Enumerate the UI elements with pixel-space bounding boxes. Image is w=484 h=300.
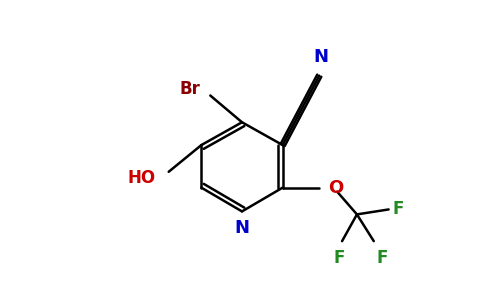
Text: O: O [328, 178, 344, 196]
Text: HO: HO [128, 169, 156, 187]
Text: F: F [377, 249, 388, 267]
Text: F: F [333, 249, 345, 267]
Text: F: F [393, 200, 404, 218]
Text: N: N [314, 48, 329, 66]
Text: Br: Br [180, 80, 200, 98]
Text: N: N [235, 219, 249, 237]
